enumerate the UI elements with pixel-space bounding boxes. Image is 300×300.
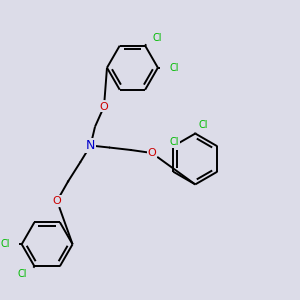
Text: O: O: [52, 196, 62, 206]
Text: Cl: Cl: [170, 63, 179, 73]
Text: Cl: Cl: [17, 268, 27, 278]
Text: Cl: Cl: [153, 33, 163, 43]
Text: O: O: [100, 102, 108, 112]
Text: N: N: [86, 139, 95, 152]
Text: Cl: Cl: [199, 120, 208, 130]
Text: Cl: Cl: [0, 239, 10, 249]
Text: O: O: [148, 148, 156, 158]
Text: Cl: Cl: [169, 137, 179, 147]
